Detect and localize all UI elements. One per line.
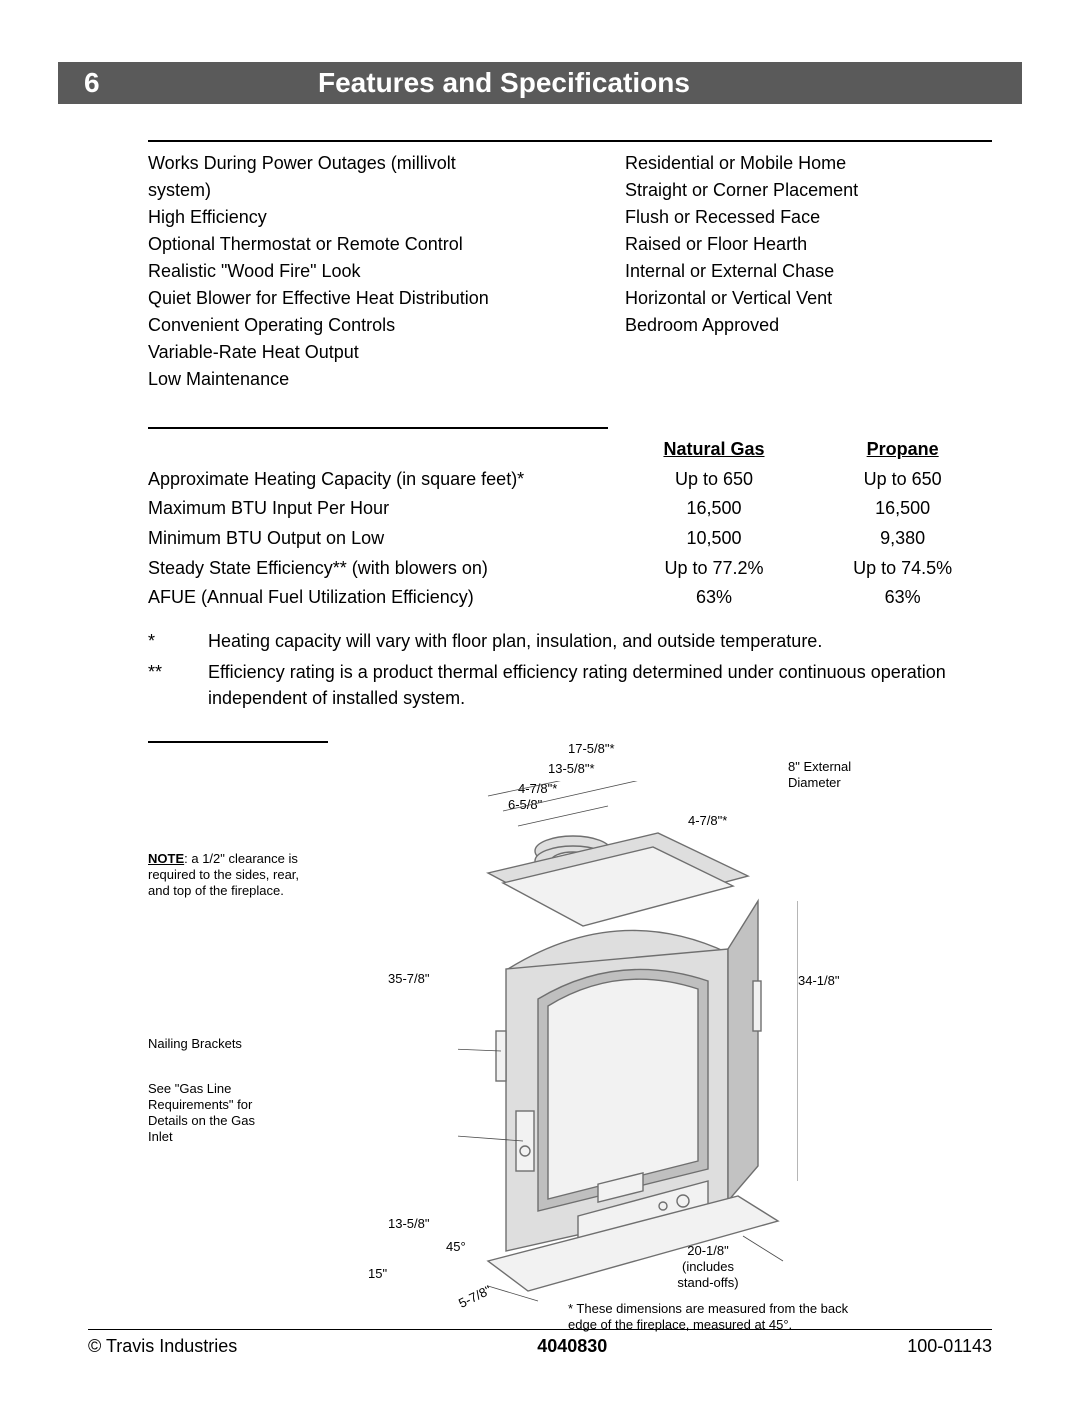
feature-item: Raised or Floor Hearth: [625, 231, 992, 258]
dim-label: 13-5/8"*: [548, 761, 595, 777]
footer-left: © Travis Industries: [88, 1336, 237, 1357]
spec-ng: 16,500: [615, 494, 814, 524]
features-left: Works During Power Outages (millivolt sy…: [148, 150, 515, 393]
feature-item: Flush or Recessed Face: [625, 204, 992, 231]
dimensions-section: NOTE: a 1/2" clearance is required to th…: [148, 741, 992, 1361]
spec-label: Maximum BTU Input Per Hour: [148, 494, 615, 524]
footnote: ** Efficiency rating is a product therma…: [148, 660, 992, 710]
feature-item: Internal or External Chase: [625, 258, 992, 285]
footer-center: 4040830: [537, 1336, 607, 1357]
header-bar: 6 Features and Specifications: [58, 62, 1022, 104]
spec-row: Maximum BTU Input Per Hour 16,500 16,500: [148, 494, 992, 524]
features-columns: Works During Power Outages (millivolt sy…: [148, 150, 992, 393]
footnotes: * Heating capacity will vary with floor …: [148, 629, 992, 711]
feature-item: Variable-Rate Heat Output: [148, 339, 515, 366]
footnote-mark: *: [148, 629, 208, 654]
feature-item: Straight or Corner Placement: [625, 177, 992, 204]
spec-ng: 63%: [615, 583, 814, 613]
spec-ng: Up to 77.2%: [615, 554, 814, 584]
footnote-mark: **: [148, 660, 208, 710]
spec-pr: Up to 650: [813, 465, 992, 495]
spec-pr: 9,380: [813, 524, 992, 554]
dim-label: 13-5/8": [388, 1216, 429, 1232]
dim-label: 34-1/8": [798, 973, 839, 989]
footnote-text: Heating capacity will vary with floor pl…: [208, 629, 948, 654]
spec-pr: 16,500: [813, 494, 992, 524]
dim-label: 17-5/8"*: [568, 741, 615, 757]
divider: [148, 427, 608, 429]
dim-label: 15": [368, 1266, 387, 1282]
spec-ng: Up to 650: [615, 465, 814, 495]
spec-label: Minimum BTU Output on Low: [148, 524, 615, 554]
page-number: 6: [58, 67, 318, 99]
dim-label: 35-7/8": [388, 971, 429, 987]
feature-item: Works During Power Outages (millivolt sy…: [148, 150, 515, 204]
spec-label: Steady State Efficiency** (with blowers …: [148, 554, 615, 584]
spec-row: AFUE (Annual Fuel Utilization Efficiency…: [148, 583, 992, 613]
spec-label: Approximate Heating Capacity (in square …: [148, 465, 615, 495]
spec-row: Steady State Efficiency** (with blowers …: [148, 554, 992, 584]
page-title: Features and Specifications: [318, 67, 690, 99]
spec-ng: 10,500: [615, 524, 814, 554]
feature-item: Quiet Blower for Effective Heat Distribu…: [148, 285, 515, 312]
feature-item: Realistic "Wood Fire" Look: [148, 258, 515, 285]
feature-item: Bedroom Approved: [625, 312, 992, 339]
spec-row: Minimum BTU Output on Low 10,500 9,380: [148, 524, 992, 554]
spec-table: Natural Gas Propane Approximate Heating …: [148, 435, 992, 613]
feature-item: Residential or Mobile Home: [625, 150, 992, 177]
fireplace-diagram: [458, 781, 798, 1321]
footer-right: 100-01143: [907, 1336, 992, 1357]
callout-gas: See "Gas Line Requirements" for Details …: [148, 1081, 278, 1146]
callout-nailing: Nailing Brackets: [148, 1036, 242, 1052]
feature-item: Convenient Operating Controls: [148, 312, 515, 339]
footnote-text: Efficiency rating is a product thermal e…: [208, 660, 948, 710]
feature-item: High Efficiency: [148, 204, 515, 231]
spec-pr: Up to 74.5%: [813, 554, 992, 584]
col-header-ng: Natural Gas: [615, 435, 814, 465]
feature-item: Horizontal or Vertical Vent: [625, 285, 992, 312]
footnote: * Heating capacity will vary with floor …: [148, 629, 992, 654]
footer: © Travis Industries 4040830 100-01143: [88, 1329, 992, 1357]
spec-header-row: Natural Gas Propane: [148, 435, 992, 465]
divider: [148, 140, 992, 142]
spec-label: AFUE (Annual Fuel Utilization Efficiency…: [148, 583, 615, 613]
clearance-note: NOTE: a 1/2" clearance is required to th…: [148, 851, 308, 900]
dim-label: 8" External Diameter: [788, 759, 878, 792]
col-header-pr: Propane: [813, 435, 992, 465]
divider: [148, 741, 328, 743]
features-right: Residential or Mobile Home Straight or C…: [625, 150, 992, 393]
feature-item: Optional Thermostat or Remote Control: [148, 231, 515, 258]
spec-row: Approximate Heating Capacity (in square …: [148, 465, 992, 495]
spec-pr: 63%: [813, 583, 992, 613]
feature-item: Low Maintenance: [148, 366, 515, 393]
